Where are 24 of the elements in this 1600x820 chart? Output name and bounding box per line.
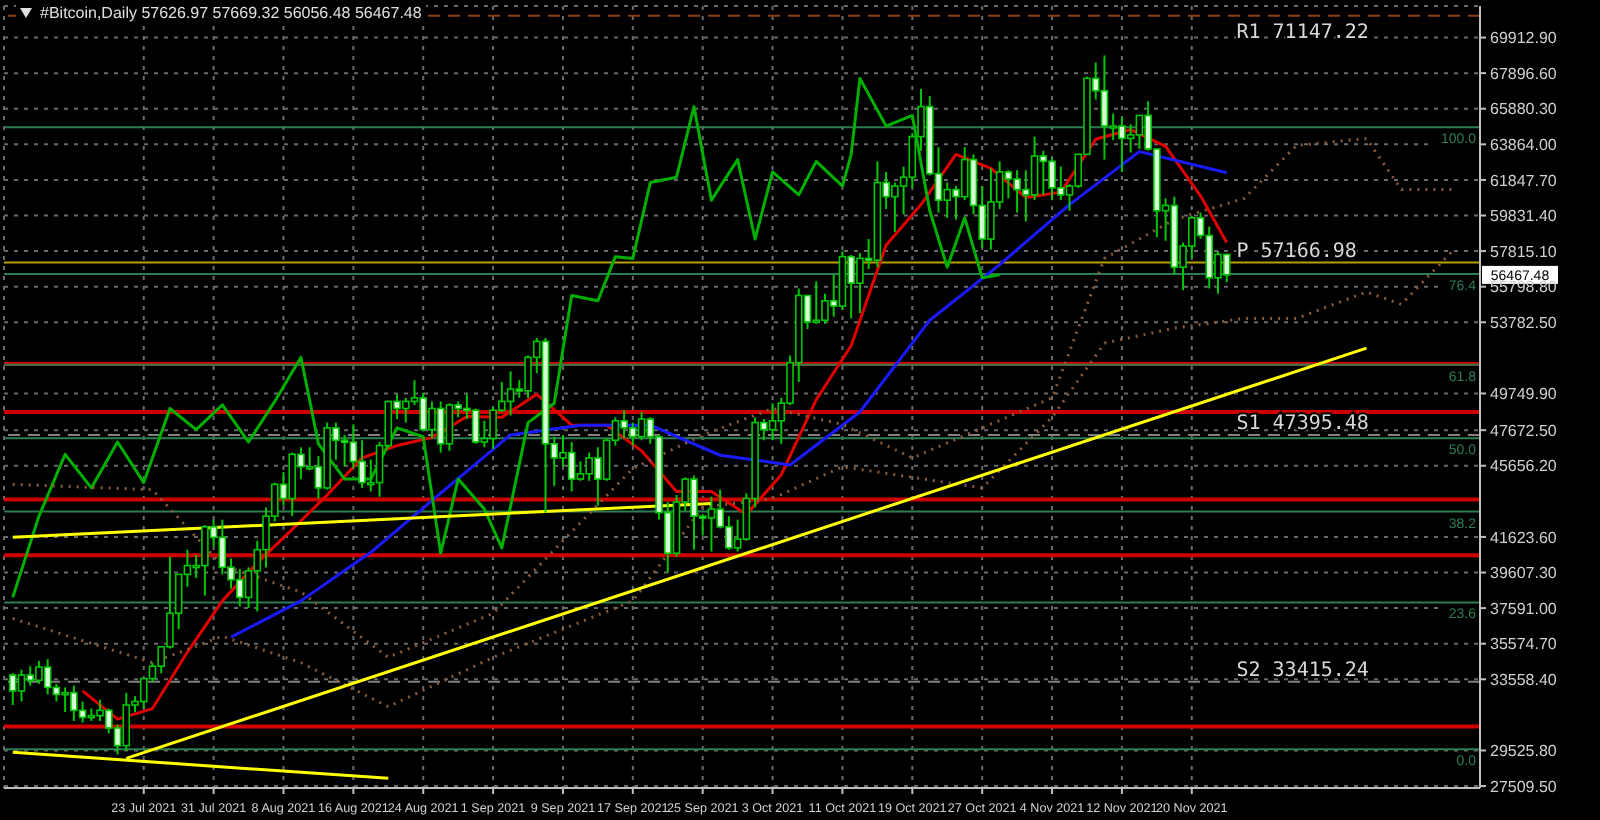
y-tick-label: 63864.00	[1490, 136, 1558, 154]
ref-line-label: P 57166.98	[1236, 240, 1357, 263]
y-tick-label: 35574.70	[1490, 635, 1558, 654]
y-tick-label: 65880.30	[1490, 100, 1558, 119]
y-tick-label: 57815.10	[1490, 242, 1558, 261]
y-tick-label: 39607.30	[1490, 564, 1558, 583]
y-tick-label: 27509.50	[1490, 777, 1558, 796]
y-tick-label: 53782.50	[1490, 313, 1558, 332]
y-tick-label: 47672.50	[1490, 421, 1558, 440]
y-tick-label: 61847.70	[1490, 171, 1558, 190]
y-tick-label: 33558.40	[1490, 670, 1558, 689]
y-tick-label: 29525.80	[1490, 742, 1558, 761]
y-tick-label: 37591.00	[1490, 599, 1558, 618]
y-tick-label: 67896.60	[1490, 64, 1558, 83]
y-tick-label: 49749.90	[1490, 385, 1558, 404]
y-tick-label: 41623.60	[1490, 528, 1558, 547]
y-tick-label: 55798.80	[1490, 278, 1558, 297]
ref-line-label: S1 47395.48	[1236, 413, 1369, 436]
y-tick-label: 69912.90	[1490, 29, 1558, 48]
ref-line-label: S2 33415.24	[1236, 659, 1369, 682]
y-tick-label: 59831.40	[1490, 207, 1558, 226]
chart-title: #Bitcoin,Daily 57626.97 57669.32 56056.48 56467.48	[40, 4, 422, 22]
ref-line-label: R1 71147.22	[1236, 21, 1369, 44]
y-tick-label: 45656.20	[1490, 457, 1558, 476]
